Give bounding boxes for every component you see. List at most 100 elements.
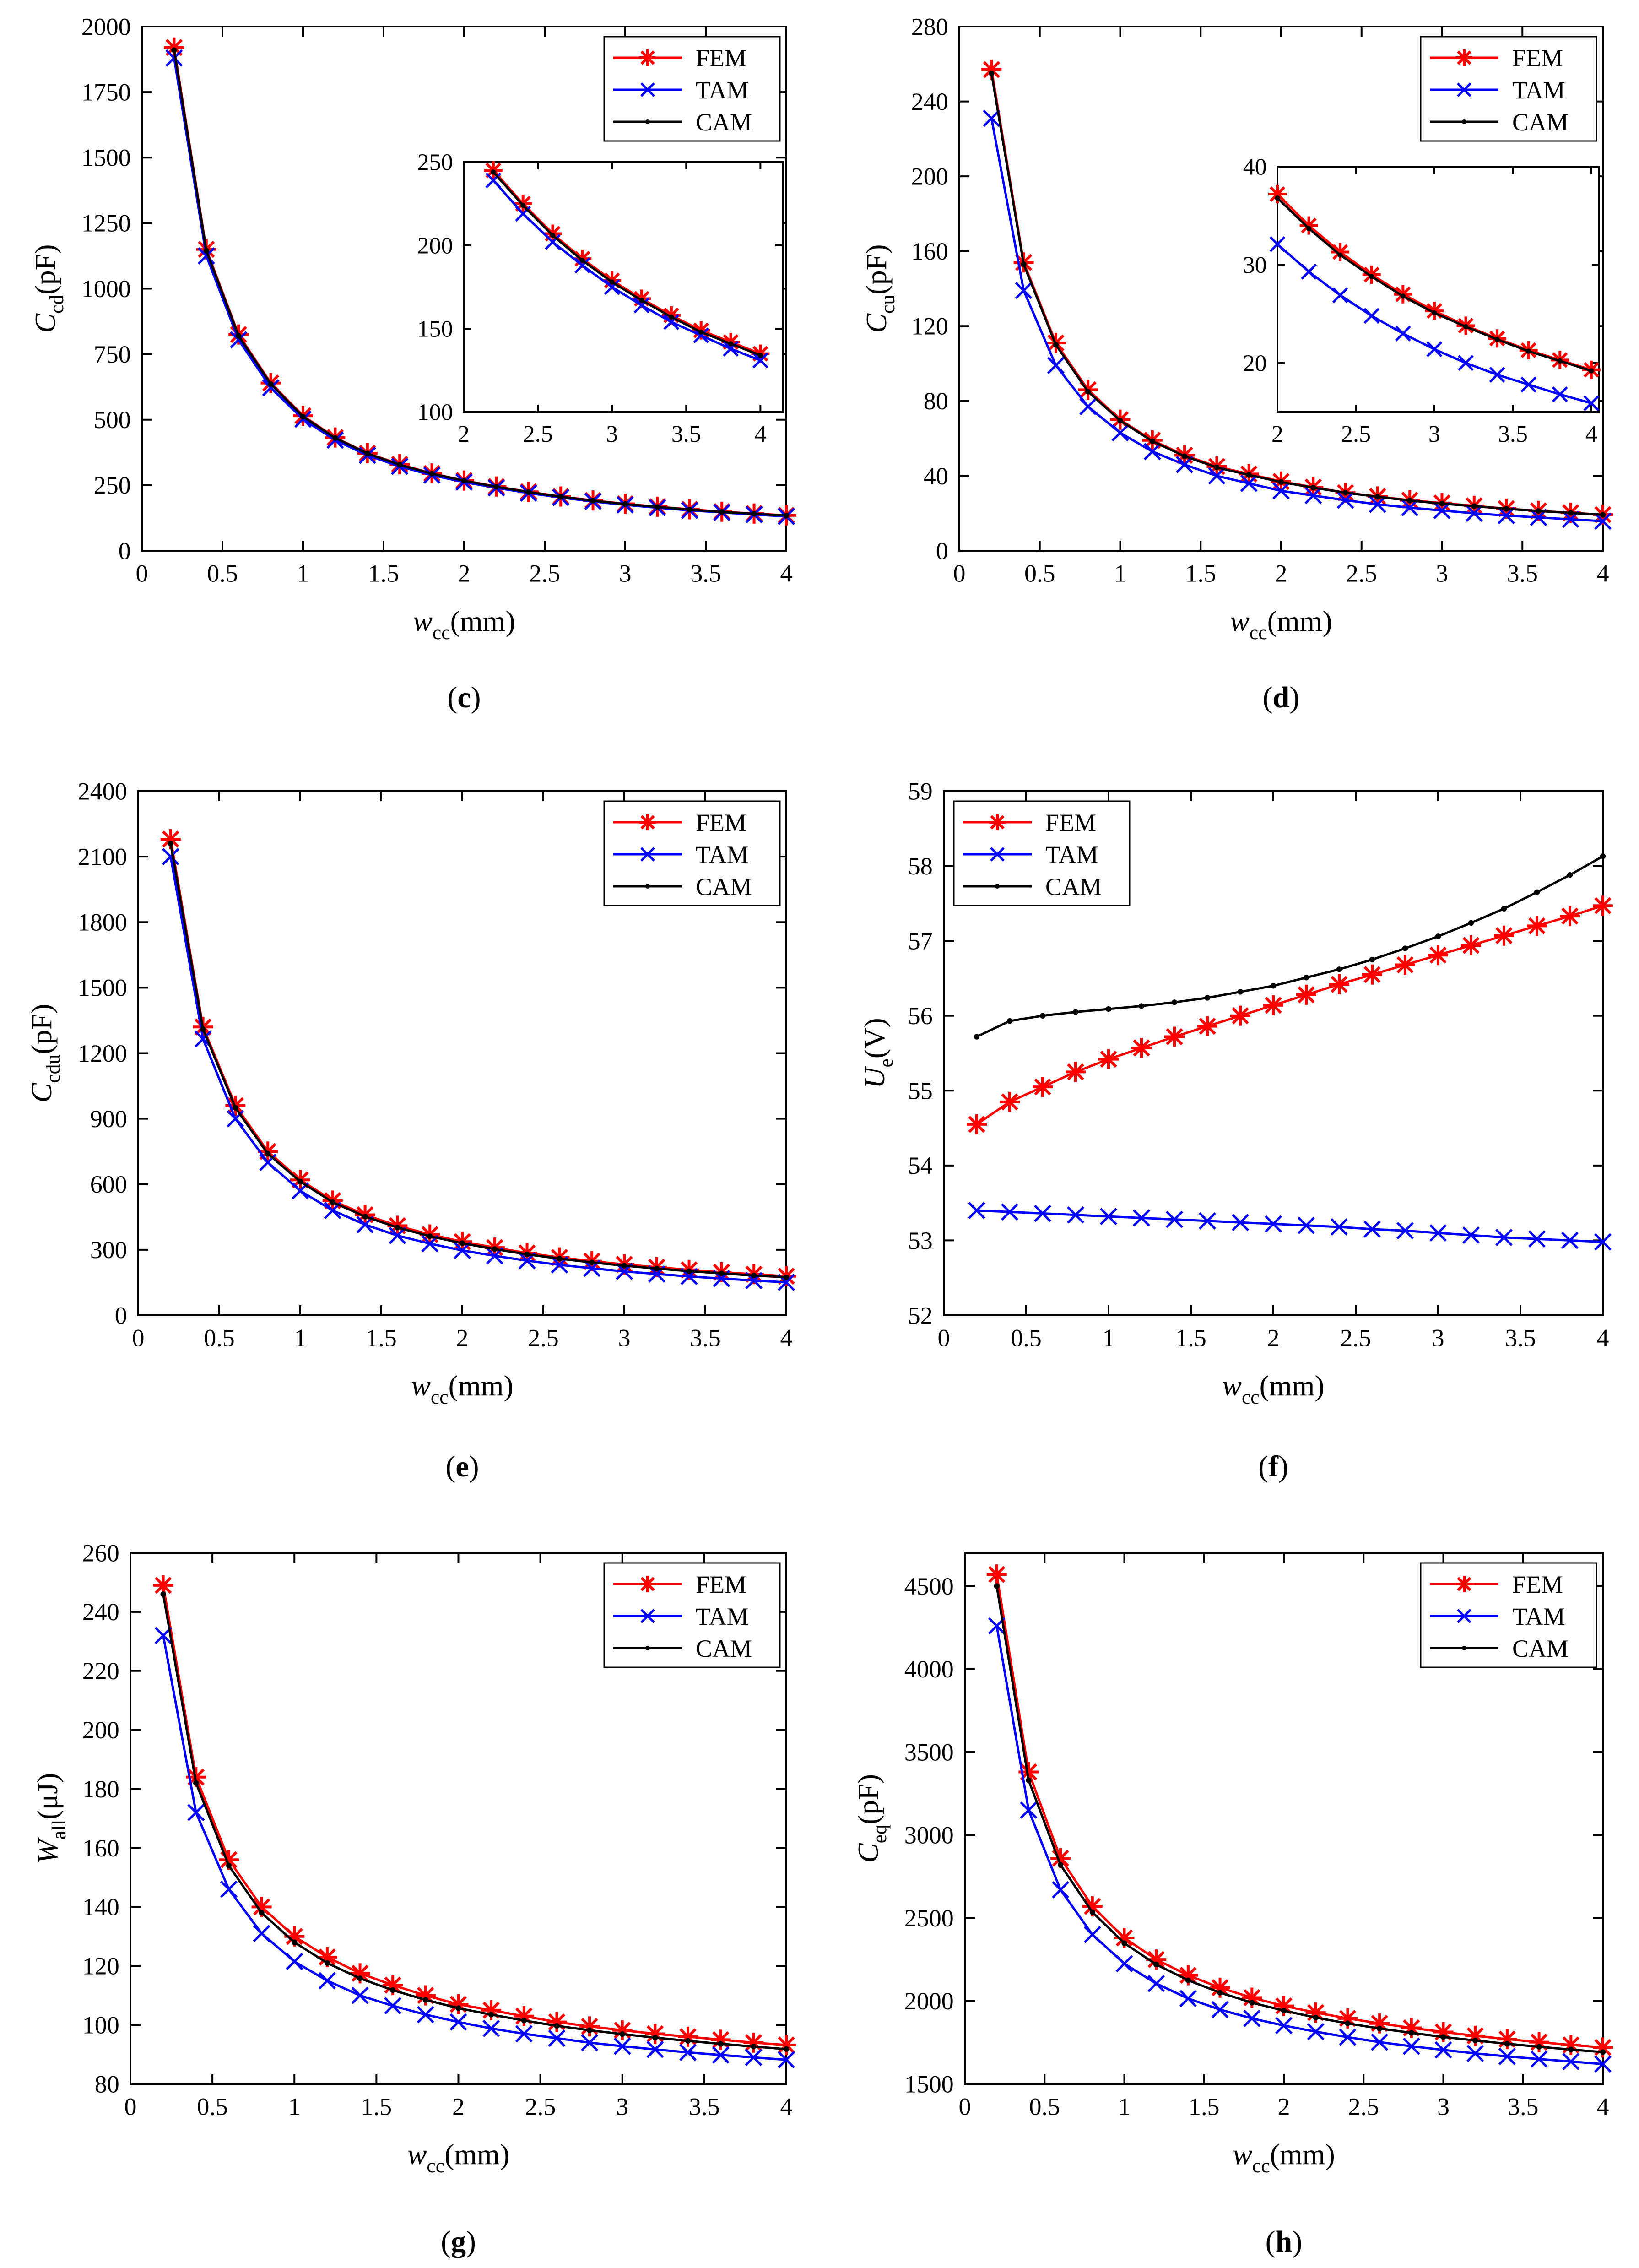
- panel-d-inset: 2 2.5 3 3.5 4 20 30 40: [1243, 154, 1601, 447]
- panel-g-x-tick-label: 2: [452, 2093, 465, 2121]
- panel-c-y-axis-label: Ccd(pF): [29, 244, 68, 333]
- panel-e-cam-point: [200, 1026, 206, 1032]
- panel-e-y-tick-label: 0: [115, 1302, 127, 1329]
- panel-h-caption: (h): [1266, 2225, 1303, 2258]
- panel-g-cam-point: [259, 1910, 265, 1916]
- panel-c-legend-cam-marker: [645, 119, 650, 125]
- panel-e-x-tick-label: 1: [294, 1324, 307, 1352]
- panel-g-caption-letter: g: [451, 2225, 466, 2258]
- panel-g-legend-cam-marker: [645, 1645, 650, 1651]
- panel-d-inset-x-tick-label: 4: [1585, 421, 1597, 447]
- panel-c-y-tick-label: 0: [119, 537, 131, 564]
- panel-c-cam-point: [203, 248, 209, 254]
- panel-g-y-tick-label: 240: [82, 1598, 119, 1626]
- panel-d-cam-point: [1246, 472, 1252, 478]
- panel-f-fem-point: [1131, 1038, 1152, 1058]
- panel-h-y-tick-label: 1500: [904, 2070, 954, 2098]
- panel-h-x-tick-label: 0: [959, 2093, 971, 2121]
- panel-c-tam-point: [165, 49, 183, 67]
- panel-h-x-axis-label-subscript: cc: [1252, 2155, 1270, 2177]
- panel-c-x-axis-label-symbol: w: [413, 605, 433, 637]
- panel-d-y-tick-label: 160: [911, 238, 948, 265]
- panel-c-y-axis-label-subscript: cd: [46, 294, 68, 313]
- panel-h-cam-point: [1568, 2046, 1574, 2053]
- panel-e: 0 0.5 1 1.5 2 2.5 3 3.5 4 0 300 600 900 1200 1500 1800 2…: [25, 777, 796, 1483]
- panel-d-inset-x-tick-label: 3.5: [1498, 421, 1528, 447]
- panel-h-legend-fem-label: FEM: [1512, 1571, 1563, 1598]
- panel-f-tam-line: [976, 1209, 1603, 1243]
- panel-f-cam-point: [1468, 920, 1474, 926]
- panel-d-inset-x-tick-label: 3: [1428, 421, 1440, 447]
- panel-c-tam-point: [197, 247, 215, 265]
- panel-h-tam-point: [1115, 1955, 1133, 1973]
- panel-e-y-axis-label-unit: (pF): [25, 1004, 58, 1054]
- panel-e-cam-point: [362, 1214, 368, 1220]
- panel-c-inset-cam-point: [728, 341, 734, 347]
- panel-h-cam-point: [1249, 2000, 1255, 2006]
- panel-h-x-tick-label: 3: [1437, 2093, 1450, 2121]
- panel-d-inset-cam-point: [1432, 310, 1437, 316]
- panel-f-x-tick-label: 0: [938, 1324, 950, 1352]
- panel-h-y-axis-label-unit: (pF): [852, 1774, 884, 1824]
- panel-d-tam-point: [1433, 502, 1451, 520]
- panel-h-cam-point: [1472, 2037, 1478, 2044]
- panel-f-fem-point: [1527, 916, 1547, 936]
- panel-f-fem-line: [976, 904, 1603, 1125]
- panel-e-tam-point: [389, 1226, 406, 1244]
- panel-e-x-axis-label: wcc(mm): [411, 1369, 514, 1408]
- panel-d-inset-cam-point: [1275, 195, 1280, 201]
- panel-h-tam-point: [1307, 2023, 1325, 2040]
- panel-c-cam-point: [655, 504, 660, 510]
- panel-f-x-axis-label-subscript: cc: [1242, 1386, 1260, 1408]
- panel-h-x-tick-label: 2: [1278, 2093, 1290, 2121]
- panel-h-x-tick-label: 4: [1597, 2093, 1609, 2121]
- panel-g-y-tick-label: 100: [82, 2011, 119, 2039]
- panel-c-y-tick-label: 500: [94, 406, 131, 434]
- panel-g-y-tick-label: 200: [82, 1716, 119, 1744]
- panel-g-x-tick-label: 4: [780, 2093, 793, 2121]
- panel-h-caption-open: (: [1266, 2225, 1276, 2258]
- panel-g-x-tick-label: 1: [288, 2093, 301, 2121]
- panel-f-cam-point: [1600, 853, 1606, 859]
- panel-c-caption-open: (: [447, 681, 457, 714]
- panel-f-fem-point: [1296, 984, 1316, 1005]
- panel-c-tam-point: [262, 379, 280, 396]
- panel-h-tam-point: [1594, 2055, 1612, 2073]
- panel-d-inset-cam-point: [1494, 336, 1500, 342]
- panel-f-legend-tam-marker: [990, 847, 1005, 862]
- panel-e-x-tick-label: 3.5: [690, 1324, 721, 1352]
- panel-d-cam-point: [1374, 494, 1381, 500]
- panel-e-legend-cam-label: CAM: [696, 873, 752, 901]
- panel-f-x-tick-label: 0.5: [1011, 1324, 1042, 1352]
- panel-g-cam-point: [226, 1862, 232, 1869]
- panel-f-cam-point: [1501, 906, 1507, 912]
- panel-f-cam-point: [1567, 872, 1573, 878]
- panel-f-y-tick-label: 52: [908, 1302, 933, 1329]
- panel-f-cam-point: [1237, 989, 1244, 995]
- panel-d-cam-point: [1085, 389, 1091, 395]
- panel-c-caption-letter: c: [457, 681, 471, 714]
- panel-c-inset-fem-line: [492, 169, 761, 355]
- panel-g-tam-point: [679, 2044, 697, 2061]
- panel-e-cam-point: [265, 1150, 271, 1157]
- panel-g-cam-point: [652, 2035, 658, 2040]
- panel-c-inset-plot-frame: [463, 161, 784, 413]
- panel-d-cam-point: [989, 71, 995, 76]
- panel-d-inset-tam-point: [1552, 386, 1568, 402]
- panel-e-caption: (e): [445, 1450, 479, 1483]
- panel-f-cam-line: [976, 855, 1604, 1038]
- panel-f-y-axis-label-subscript: e: [875, 1058, 897, 1067]
- panel-g-cam-point: [422, 1997, 429, 2003]
- panel-d-inset-y-tick-label: 20: [1243, 350, 1267, 376]
- panel-e-x-tick-label: 0.5: [204, 1324, 235, 1352]
- panel-g-tam-point: [778, 2051, 795, 2069]
- panel-c-inset-cam-point: [757, 353, 763, 358]
- panel-g-x-axis-label-unit: (mm): [444, 2138, 509, 2170]
- panel-g-y-tick-label: 120: [82, 1953, 119, 1980]
- panel-h-y-tick-label: 4000: [904, 1655, 954, 1683]
- panel-f-cam-point: [1534, 889, 1540, 895]
- panel-h-cam-point: [1121, 1940, 1127, 1946]
- panel-d-inset-cam-point: [1306, 226, 1312, 231]
- panel-c-cam-point: [397, 462, 403, 468]
